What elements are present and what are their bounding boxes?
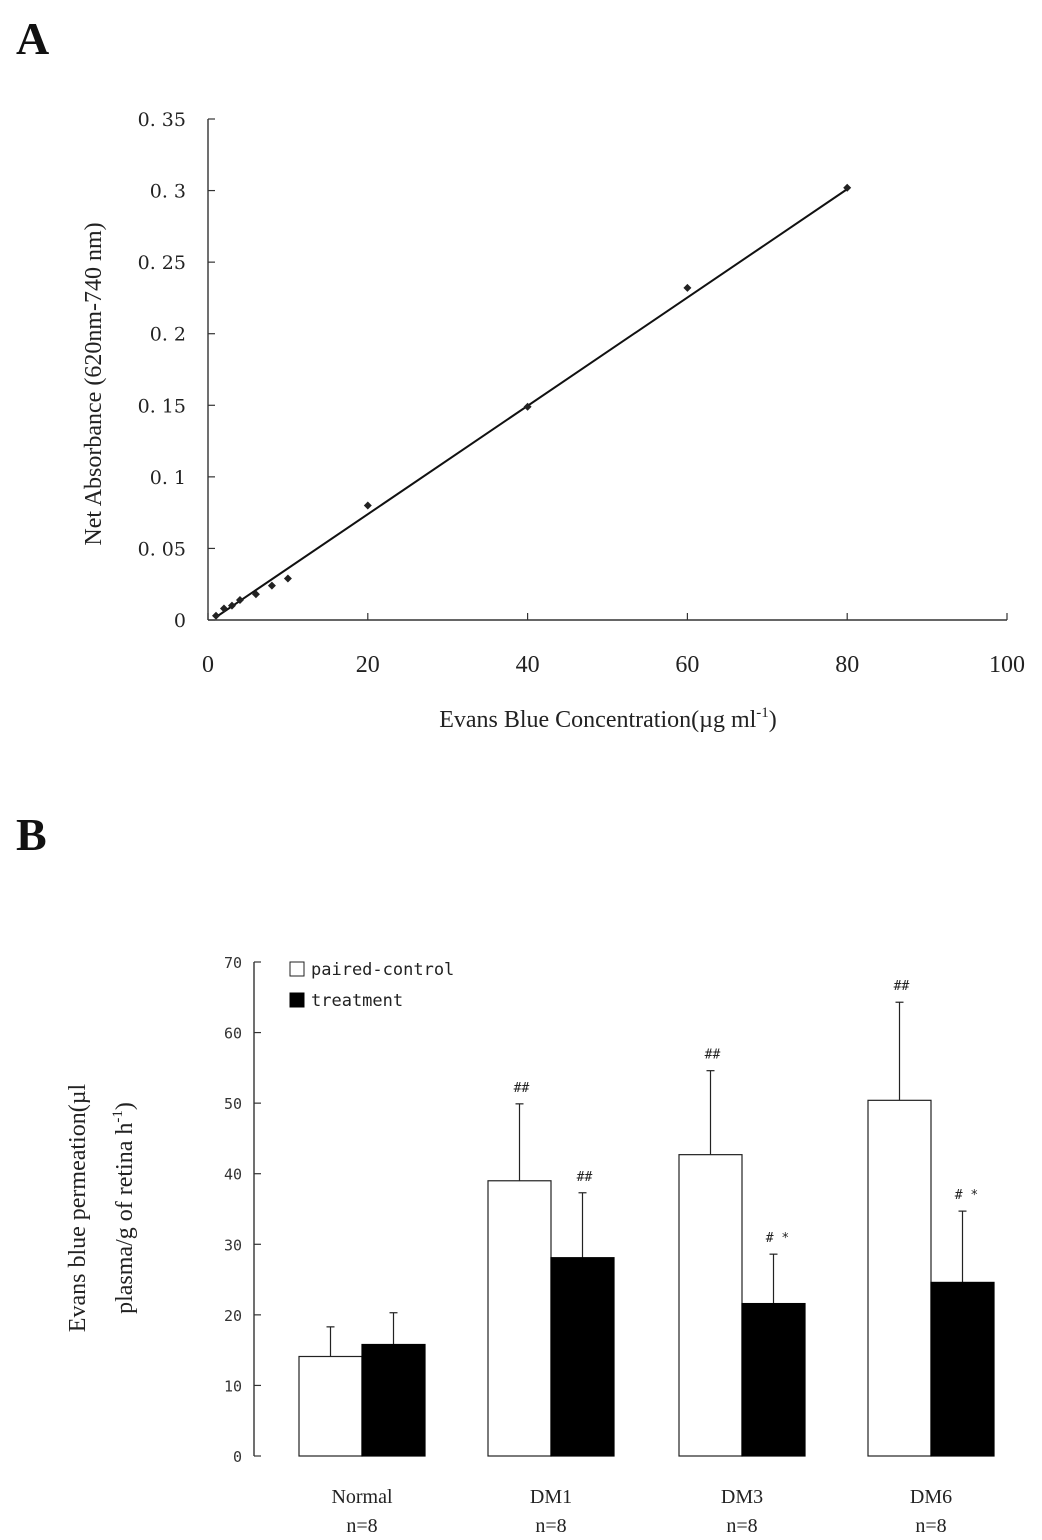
chart-a-x-tick-label: 0: [202, 652, 214, 678]
panel-label-b: B: [16, 809, 47, 860]
chart-a-y-tick-label: 0. 1: [150, 467, 186, 489]
category-n-label: n=8: [346, 1515, 377, 1537]
bar-treatment: [550, 1257, 615, 1457]
chart-b-group-dm1: ## ##: [487, 1081, 615, 1457]
chart-b-y-axis-title: Evans blue permeation(µl: [65, 1083, 91, 1332]
legend-swatch-paired-control: [289, 961, 305, 977]
chart-a-data-point: [227, 601, 236, 610]
chart-a-y-tick-label: 0. 25: [138, 252, 186, 274]
chart-a-data-point: [251, 590, 260, 599]
chart-a-data-point: [267, 581, 276, 590]
chart-b-y-tick-label: 30: [224, 1236, 242, 1254]
bar-treatment: [361, 1343, 426, 1457]
chart-b-y-axis-title-suffix: ): [112, 1102, 138, 1110]
chart-b-group-dm3: ## # *: [678, 1048, 806, 1457]
chart-a-data-point: [211, 611, 220, 620]
chart-a-trendline-group: [215, 188, 848, 618]
category-label: DM3: [721, 1486, 763, 1508]
bar-paired-control: [298, 1355, 363, 1457]
legend-label-treatment: treatment: [311, 991, 403, 1011]
chart-a-trendline: [215, 188, 848, 618]
chart-b-y-axis-title-2: plasma/g of retina h-1): [110, 1102, 138, 1314]
legend-swatch-treatment: [289, 992, 305, 1008]
chart-a-x-tick-label: 100: [989, 652, 1025, 678]
chart-a-y-tick-label: 0: [174, 610, 186, 632]
chart-a-x-axis-title-suffix: ): [769, 707, 777, 733]
chart-a-data-point: [363, 501, 372, 510]
chart-b-y-tick-label: 40: [224, 1166, 242, 1184]
category-label: DM6: [910, 1486, 952, 1508]
legend-label-paired-control: paired-control: [311, 960, 454, 980]
chart-a-x-tick-label: 60: [675, 652, 699, 678]
chart-b-y-tick-label: 50: [224, 1095, 242, 1113]
chart-b-y-tick-label: 10: [224, 1377, 242, 1395]
significance-annotation: ##: [577, 1170, 593, 1185]
chart-b-y-tick-label: 70: [224, 954, 242, 972]
significance-annotation: # *: [766, 1231, 789, 1246]
chart-a-x-axis-title: Evans Blue Concentration(µg ml-1): [439, 705, 777, 733]
bar-treatment: [741, 1302, 806, 1457]
chart-a-data-point: [283, 574, 292, 583]
category-n-label: n=8: [535, 1515, 566, 1537]
chart-a-y-tick-label: 0. 2: [150, 324, 186, 346]
chart-a-data-point: [683, 283, 692, 292]
chart-a-x-tick-label: 80: [835, 652, 859, 678]
chart-a-y-tick-label: 0. 35: [138, 109, 186, 131]
chart-a-axes: [207, 119, 1007, 621]
chart-b-y-tick-label: 0: [233, 1448, 242, 1466]
chart-b-y-ticks: 0 10 20 30 40 50 60 70: [224, 954, 261, 1466]
chart-a-data-point: [523, 402, 532, 411]
chart-a-data-point: [219, 604, 228, 613]
bar-treatment: [930, 1281, 995, 1457]
chart-b-legend: paired-control treatment: [289, 960, 454, 1011]
category-label: DM1: [530, 1486, 572, 1508]
chart-a-y-ticks: 0 0. 05 0. 1 0. 15 0. 2 0. 25 0. 3 0. 35: [138, 109, 215, 632]
panel-label-a: A: [16, 13, 50, 64]
chart-a-standard-curve: 0 0. 05 0. 1 0. 15 0. 2 0. 25 0. 3 0. 35 0 20 40 6…: [81, 109, 1025, 733]
chart-b-y-axis-title-line2: plasma/g of retina h: [112, 1123, 138, 1314]
significance-annotation: ##: [514, 1081, 530, 1096]
significance-annotation: # *: [955, 1188, 978, 1203]
bar-paired-control: [487, 1180, 552, 1457]
significance-annotation: ##: [894, 979, 910, 994]
category-n-label: n=8: [726, 1515, 757, 1537]
chart-b-group-dm6: ## # *: [867, 979, 995, 1457]
chart-b-category-labels: Normal n=8 DM1 n=8 DM3 n=8 DM6 n=8: [331, 1486, 952, 1537]
chart-a-x-ticks: 0 20 40 60 80 100: [202, 613, 1025, 678]
chart-b-y-tick-label: 20: [224, 1307, 242, 1325]
chart-b-y-axis-title-sup: -1: [110, 1110, 126, 1123]
chart-a-y-tick-label: 0. 05: [138, 538, 186, 560]
chart-a-y-tick-label: 0. 15: [138, 395, 186, 417]
chart-b-y-tick-label: 60: [224, 1025, 242, 1043]
category-n-label: n=8: [915, 1515, 946, 1537]
significance-annotation: ##: [705, 1048, 721, 1063]
bar-paired-control: [678, 1154, 743, 1457]
chart-a-points: [211, 183, 852, 620]
chart-b-bars: ## ## ## # * ## # *: [298, 979, 995, 1457]
chart-a-x-axis-title-main: Evans Blue Concentration(µg ml: [439, 707, 756, 733]
chart-a-data-point: [235, 595, 244, 604]
chart-b-group-normal: [298, 1312, 426, 1457]
chart-a-x-axis-title-sup: -1: [756, 705, 769, 721]
bar-paired-control: [867, 1099, 932, 1457]
chart-a-x-tick-label: 40: [516, 652, 540, 678]
chart-a-x-tick-label: 20: [356, 652, 380, 678]
chart-b-y-axis-title-line1: Evans blue permeation(µl: [65, 1083, 91, 1332]
chart-a-y-tick-label: 0. 3: [150, 181, 186, 203]
chart-a-y-axis-title: Net Absorbance (620nm-740 nm): [81, 222, 107, 545]
chart-a-data-point: [843, 183, 852, 192]
category-label: Normal: [331, 1486, 393, 1508]
